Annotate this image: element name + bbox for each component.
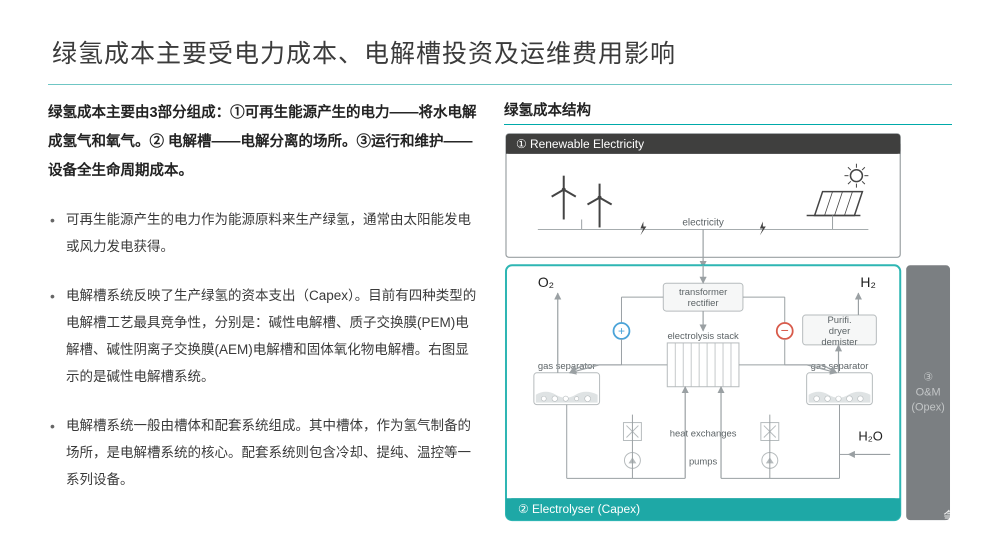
bullet-item: 可再生能源产生的电力作为能源原料来生产绿氢，通常由太阳能发电或风力发电获得。 [48, 206, 480, 260]
svg-text:gas separator: gas separator [811, 361, 869, 372]
bullet-item: 电解槽系统反映了生产绿氢的资本支出（Capex）。目前有四种类型的电解槽工艺最具… [48, 282, 480, 390]
svg-text:gas separator: gas separator [538, 361, 596, 372]
svg-text:① Renewable Electricity: ① Renewable Electricity [516, 137, 644, 151]
left-col: 绿氢成本主要由3部分组成：①可再生能源产生的电力——将水电解成氢气和氧气。② 电… [48, 99, 480, 528]
bullet-item: 电解槽系统一般由槽体和配套系统组成。其中槽体，作为氢气制备的场所，是电解槽系统的… [48, 412, 480, 493]
svg-text:pumps: pumps [689, 456, 718, 467]
svg-text:electrolysis stack: electrolysis stack [667, 331, 739, 342]
slide: 绿氢成本主要受电力成本、电解槽投资及运维费用影响 绿氢成本主要由3部分组成：①可… [0, 0, 1000, 551]
svg-text:H₂: H₂ [860, 274, 875, 290]
svg-text:③: ③ [923, 372, 933, 384]
hr [48, 84, 952, 85]
right-col: 绿氢成本结构 ① Renewable Electricity electricit… [504, 99, 952, 528]
svg-text:heat exchanges: heat exchanges [670, 429, 737, 440]
cost-structure-diagram: ① Renewable Electricity electricity ② Elec… [504, 131, 952, 523]
svg-text:O₂: O₂ [538, 274, 554, 290]
svg-text:O&M: O&M [916, 387, 941, 399]
svg-text:demister: demister [821, 337, 857, 348]
svg-text:dryer: dryer [829, 326, 851, 337]
intro-paragraph: 绿氢成本主要由3部分组成：①可再生能源产生的电力——将水电解成氢气和氧气。② 电… [48, 99, 480, 186]
bullet-list: 可再生能源产生的电力作为能源原料来生产绿氢，通常由太阳能发电或风力发电获得。 电… [48, 206, 480, 493]
subrule [504, 124, 952, 125]
svg-text:transformer: transformer [679, 287, 727, 298]
svg-text:② Electrolyser (Capex): ② Electrolyser (Capex) [518, 502, 640, 516]
slide-title: 绿氢成本主要受电力成本、电解槽投资及运维费用影响 [48, 34, 952, 70]
svg-text:Purifi.: Purifi. [827, 315, 851, 326]
svg-text:H₂O: H₂O [858, 428, 882, 443]
svg-text:(Opex): (Opex) [911, 402, 944, 414]
svg-text:+: + [618, 324, 625, 338]
subhead: 绿氢成本结构 [504, 99, 952, 120]
svg-text:−: − [781, 322, 789, 338]
svg-text:rectifier: rectifier [688, 298, 719, 309]
two-col: 绿氢成本主要由3部分组成：①可再生能源产生的电力——将水电解成氢气和氧气。② 电… [48, 99, 952, 528]
svg-text:electricity: electricity [682, 217, 723, 228]
